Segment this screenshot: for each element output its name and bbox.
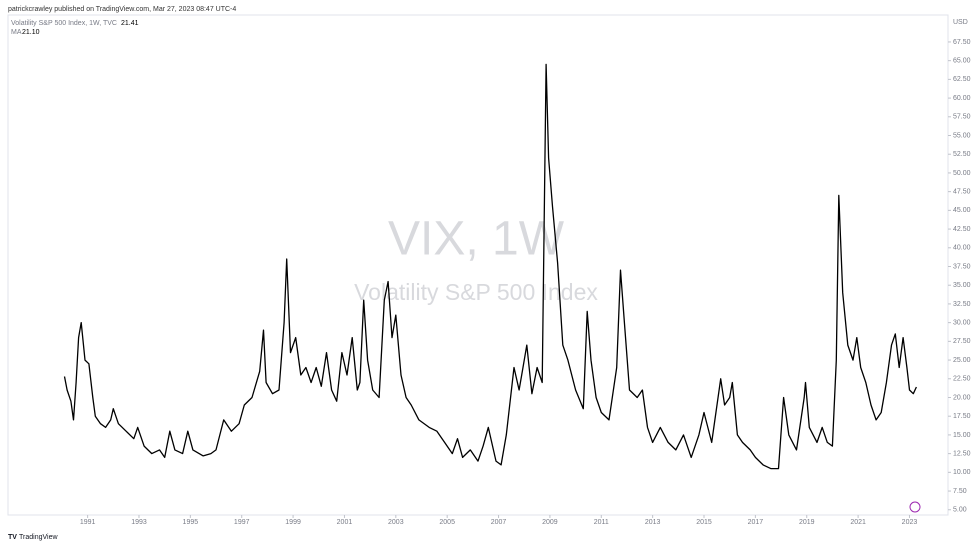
x-tick-label: 2009 xyxy=(542,519,558,526)
x-tick-label: 1999 xyxy=(285,519,301,526)
legend-label: Volatility S&P 500 Index, 1W, TVC xyxy=(11,20,117,27)
y-tick-label: 47.50 xyxy=(953,188,971,195)
y-tick-label: 17.50 xyxy=(953,413,971,420)
y-tick-label: 15.00 xyxy=(953,432,971,439)
y-tick-label: 5.00 xyxy=(953,507,967,514)
x-tick-label: 1993 xyxy=(131,519,147,526)
price-unit: USD xyxy=(953,19,968,26)
y-tick-label: 22.50 xyxy=(953,376,971,383)
x-tick-label: 1991 xyxy=(80,519,96,526)
x-tick-label: 2007 xyxy=(491,519,507,526)
y-tick-label: 7.50 xyxy=(953,488,967,495)
y-tick-label: 12.50 xyxy=(953,450,971,457)
y-tick-label: 50.00 xyxy=(953,170,971,177)
x-tick-label: 2015 xyxy=(696,519,712,526)
y-tick-label: 67.50 xyxy=(953,39,971,46)
ma-value: 21.10 xyxy=(22,29,40,36)
legend-value: 21.41 xyxy=(121,20,139,27)
y-tick-label: 20.00 xyxy=(953,394,971,401)
event-icon[interactable] xyxy=(909,501,921,513)
header: patrickcrawley published on TradingView.… xyxy=(8,6,236,13)
brand-logo: TV xyxy=(8,534,17,541)
brand: TradingView xyxy=(19,534,58,541)
y-tick-label: 37.50 xyxy=(953,263,971,270)
x-tick-label: 2023 xyxy=(902,519,918,526)
y-tick-label: 25.00 xyxy=(953,357,971,364)
x-tick-label: 2021 xyxy=(850,519,866,526)
x-tick-label: 1997 xyxy=(234,519,250,526)
y-tick-label: 60.00 xyxy=(953,95,971,102)
y-tick-label: 32.50 xyxy=(953,301,971,308)
watermark-symbol: VIX, 1W xyxy=(388,213,565,266)
x-tick-label: 2005 xyxy=(439,519,455,526)
y-tick-label: 57.50 xyxy=(953,114,971,121)
y-tick-label: 35.00 xyxy=(953,282,971,289)
y-tick-label: 55.00 xyxy=(953,132,971,139)
y-tick-label: 30.00 xyxy=(953,319,971,326)
x-tick-label: 2019 xyxy=(799,519,815,526)
y-tick-label: 42.50 xyxy=(953,226,971,233)
x-tick-label: 2017 xyxy=(748,519,764,526)
x-tick-label: 2013 xyxy=(645,519,661,526)
y-tick-label: 40.00 xyxy=(953,245,971,252)
y-tick-label: 52.50 xyxy=(953,151,971,158)
y-tick-label: 65.00 xyxy=(953,58,971,65)
x-tick-label: 2001 xyxy=(337,519,353,526)
x-tick-label: 1995 xyxy=(183,519,199,526)
x-tick-label: 2003 xyxy=(388,519,404,526)
watermark-name: Volatility S&P 500 Index xyxy=(354,279,598,305)
y-tick-label: 62.50 xyxy=(953,76,971,83)
ma-label: MA xyxy=(11,29,22,36)
x-tick-label: 2011 xyxy=(594,519,609,526)
y-tick-label: 45.00 xyxy=(953,207,971,214)
y-tick-label: 10.00 xyxy=(953,469,971,476)
price-line xyxy=(63,63,917,470)
y-tick-label: 27.50 xyxy=(953,338,971,345)
